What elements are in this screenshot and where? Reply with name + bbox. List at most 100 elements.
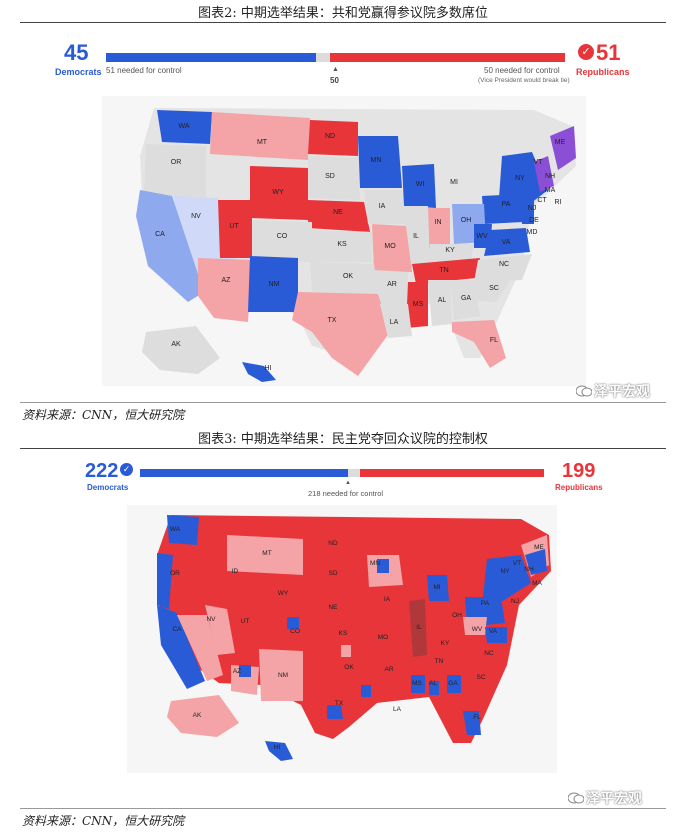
house-wa-west	[167, 515, 199, 545]
state-label-ks: KS	[339, 630, 348, 637]
house-co-blue	[287, 617, 299, 629]
house-fl-blue	[463, 711, 481, 735]
state-ar[interactable]	[374, 270, 408, 304]
house-mi-blue	[427, 575, 449, 601]
state-label-ne: NE	[328, 604, 338, 611]
state-label-oh: OH	[461, 217, 472, 224]
state-label-co: CO	[277, 233, 288, 240]
state-label-wy: WY	[272, 189, 284, 196]
state-label-ca: CA	[172, 626, 182, 633]
state-wi[interactable]	[402, 164, 436, 208]
state-label-wi: WI	[416, 181, 425, 188]
state-ca[interactable]	[136, 190, 204, 302]
house-ca-coast	[157, 605, 205, 689]
house-az	[231, 665, 259, 695]
state-label-nj: NJ	[511, 598, 519, 605]
state-label-ms: MS	[413, 301, 424, 308]
house-al-blue	[429, 681, 439, 695]
state-va[interactable]	[484, 228, 530, 256]
state-ne[interactable]	[308, 200, 370, 232]
state-label-pa: PA	[502, 201, 511, 208]
senate-rep-needed: 50 needed for control	[484, 66, 560, 75]
figure3-bottom-rule	[20, 808, 666, 809]
figure2-watermark: 泽平宏观	[594, 383, 650, 399]
house-ny-blue	[483, 555, 531, 601]
state-label-de: DE	[529, 217, 539, 224]
state-nm[interactable]	[248, 256, 298, 312]
state-label-mt: MT	[257, 139, 268, 146]
state-ga[interactable]	[450, 280, 480, 320]
state-sd[interactable]	[308, 156, 360, 200]
state-label-ma: MA	[532, 580, 542, 587]
state-mn[interactable]	[358, 136, 402, 188]
house-nm	[259, 649, 303, 701]
state-label-al: AL	[429, 680, 437, 687]
state-al[interactable]	[428, 280, 452, 326]
state-in[interactable]	[428, 208, 450, 248]
state-label-ny: NY	[515, 175, 525, 182]
state-nj[interactable]	[522, 196, 534, 224]
state-ak[interactable]	[142, 326, 220, 374]
state-label-tn: TN	[439, 267, 448, 274]
state-label-id: ID	[232, 568, 239, 575]
state-fl[interactable]	[452, 320, 506, 368]
state-co[interactable]	[252, 220, 312, 262]
state-nc[interactable]	[474, 254, 532, 282]
state-label-az: AZ	[233, 668, 241, 675]
state-label-ny: NY	[500, 568, 510, 575]
state-label-ok: OK	[343, 273, 353, 280]
state-label-ut: UT	[241, 618, 250, 625]
state-label-ar: AR	[387, 281, 397, 288]
state-label-ar: AR	[384, 666, 393, 673]
senate-map-panel: WA MT ND MN ME OR SD WI VT NH MI NY MA CT RI WY NV NE IA PA…	[102, 96, 586, 386]
house-ca-inland	[177, 615, 223, 681]
state-ok[interactable]	[310, 262, 378, 294]
state-wy[interactable]	[250, 166, 308, 220]
house-center-marker: ▲	[345, 480, 351, 486]
senate-dem-count: 45	[64, 40, 89, 65]
state-mo[interactable]	[372, 224, 412, 272]
state-label-ok: OK	[344, 664, 354, 671]
state-la[interactable]	[380, 304, 412, 338]
state-ks[interactable]	[312, 230, 372, 262]
house-il-outline	[409, 599, 427, 657]
state-me[interactable]	[550, 126, 576, 170]
state-hi[interactable]	[242, 362, 276, 382]
state-ms[interactable]	[406, 282, 428, 328]
state-label-sc: SC	[476, 674, 485, 681]
state-label-wy: WY	[278, 590, 289, 597]
house-ms-blue	[411, 675, 425, 693]
state-il[interactable]	[404, 206, 430, 268]
state-label-sd: SD	[325, 173, 335, 180]
state-pa[interactable]	[482, 194, 524, 224]
state-label-ms: MS	[412, 680, 422, 687]
state-label-ky: KY	[441, 640, 450, 647]
state-label-me: ME	[534, 544, 544, 551]
figure2-source: 资料来源：CNN，恒大研究院	[22, 408, 185, 422]
house-va-blue	[485, 627, 507, 643]
state-wa[interactable]	[157, 110, 212, 144]
state-label-ak: AK	[193, 712, 202, 719]
state-or[interactable]	[144, 144, 206, 200]
state-az[interactable]	[198, 258, 252, 322]
state-label-ky: KY	[445, 247, 455, 254]
state-label-ak: AK	[171, 341, 181, 348]
state-label-ne: NE	[333, 209, 343, 216]
state-tn[interactable]	[412, 258, 480, 284]
state-ut[interactable]	[218, 200, 252, 258]
figure3-watermark: 泽平宏观	[586, 790, 642, 806]
state-mt[interactable]	[210, 112, 310, 160]
house-dem-bar	[140, 469, 348, 477]
state-sc[interactable]	[470, 278, 512, 302]
state-nd[interactable]	[308, 120, 358, 156]
state-label-ia: IA	[379, 203, 386, 210]
state-label-ri: RI	[555, 199, 562, 206]
house-map-panel: WA MT ND MN ME OR ID SD VT NH WY MI NY MA NV NE IA PA OH CA…	[127, 505, 557, 773]
state-label-fl: FL	[473, 714, 481, 721]
house-tx-blue	[327, 705, 343, 719]
state-label-ct: CT	[537, 197, 547, 204]
state-tx[interactable]	[292, 292, 390, 376]
state-label-in: IN	[435, 219, 442, 226]
state-ia[interactable]	[364, 190, 406, 224]
